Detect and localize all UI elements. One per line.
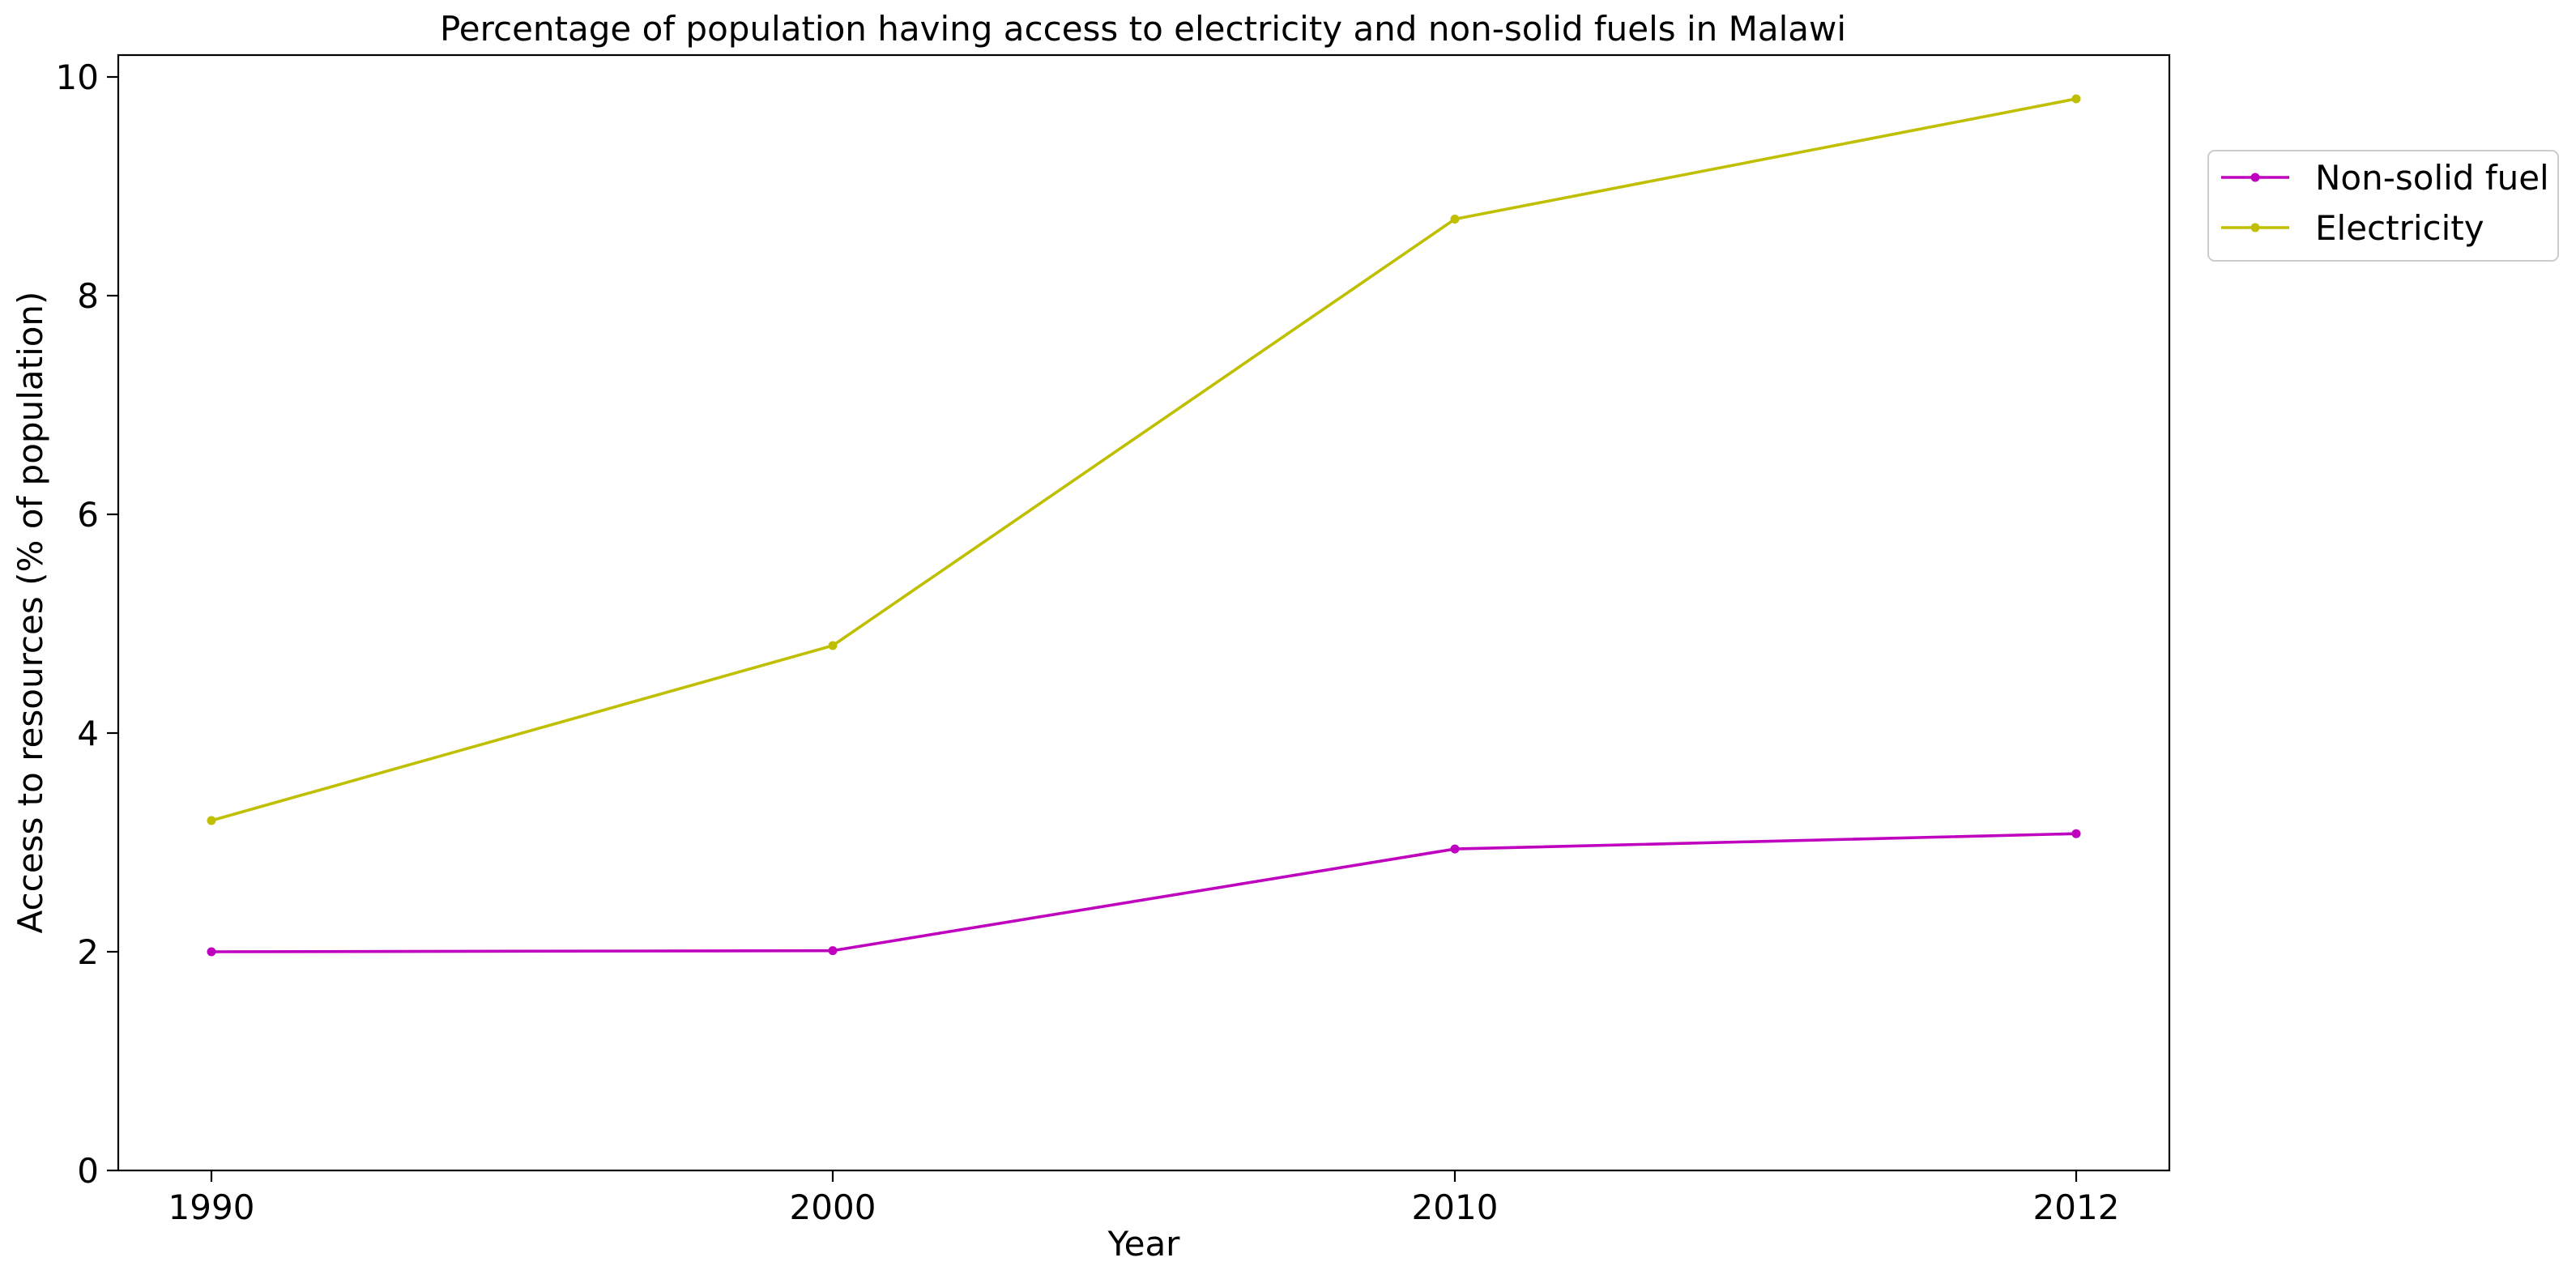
y-tick-label: 10 — [56, 58, 99, 97]
series-line-electricity — [211, 97, 2077, 822]
y-axis-label: Access to resources (% of population) — [11, 292, 50, 934]
data-point-electricity — [828, 641, 838, 650]
x-tick-label: 1990 — [168, 1187, 255, 1227]
legend-marker-electricity — [2250, 223, 2260, 232]
y-tick-label: 0 — [77, 1151, 99, 1191]
series-line-non-solid-fuel — [211, 832, 2077, 953]
y-axis: 0 2 4 6 8 10 — [56, 58, 118, 1191]
data-point-non-solid-fuel — [2071, 829, 2081, 838]
y-tick-label: 4 — [77, 714, 99, 753]
x-tick-label: 2010 — [1412, 1187, 1499, 1227]
x-axis: 1990 2000 2010 2012 — [168, 1170, 2120, 1227]
data-point-electricity — [2071, 94, 2081, 104]
data-point-electricity — [207, 816, 216, 825]
data-point-non-solid-fuel — [207, 947, 216, 957]
legend-box — [2207, 150, 2559, 262]
data-point-electricity — [1450, 215, 1460, 224]
plot-area-frame — [117, 53, 2171, 1172]
y-tick-label: 8 — [77, 276, 99, 316]
series-layer — [207, 94, 2081, 957]
x-tick-label: 2012 — [2033, 1187, 2120, 1227]
legend: Non-solid fuel Electricity — [2207, 150, 2559, 262]
chart-title: Percentage of population having access t… — [440, 9, 1846, 49]
y-tick-label: 6 — [77, 495, 99, 535]
data-point-non-solid-fuel — [1450, 844, 1460, 854]
data-point-non-solid-fuel — [828, 946, 838, 956]
y-tick-label: 2 — [77, 932, 99, 972]
legend-label-non-solid-fuel: Non-solid fuel — [2315, 158, 2549, 198]
legend-marker-non-solid-fuel — [2250, 173, 2260, 182]
legend-label-electricity: Electricity — [2315, 208, 2484, 248]
x-tick-label: 2000 — [790, 1187, 876, 1227]
x-axis-label: Year — [1107, 1224, 1181, 1264]
